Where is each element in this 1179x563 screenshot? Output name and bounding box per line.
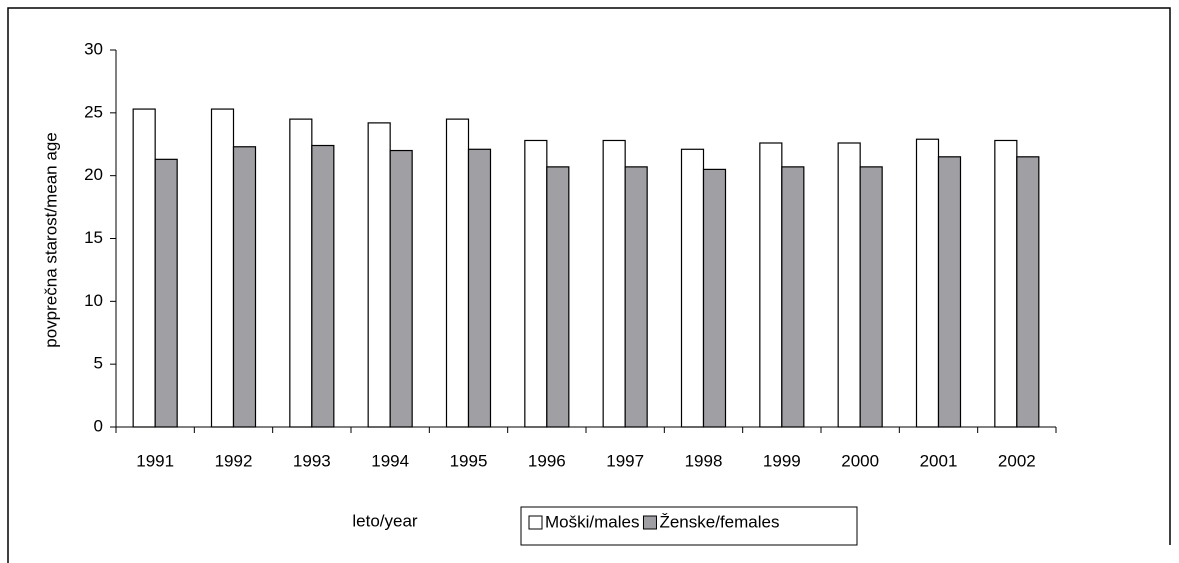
x-tick-label: 1991 xyxy=(136,451,174,470)
bar xyxy=(680,148,705,428)
x-tick-label: 1997 xyxy=(606,451,644,470)
legend-swatch xyxy=(528,515,543,530)
bar xyxy=(154,158,178,428)
bar xyxy=(389,149,413,428)
y-tick-label: 25 xyxy=(84,102,103,121)
bar xyxy=(546,166,570,428)
bar xyxy=(210,108,235,428)
y-tick-label: 20 xyxy=(84,165,103,184)
x-tick-label: 1994 xyxy=(371,451,409,470)
bar xyxy=(837,142,861,428)
bar xyxy=(937,156,962,428)
bar xyxy=(781,166,805,428)
x-tick-label: 2002 xyxy=(998,451,1036,470)
bar xyxy=(994,139,1018,428)
bar xyxy=(445,118,470,428)
bar xyxy=(467,148,492,428)
bar xyxy=(1016,156,1040,428)
legend-box xyxy=(520,506,858,546)
bar xyxy=(702,168,727,428)
bar xyxy=(367,122,391,428)
frame xyxy=(7,7,1171,563)
legend-label: Ženske/females xyxy=(659,512,779,531)
bar xyxy=(602,139,626,428)
y-tick-label: 5 xyxy=(94,354,103,373)
bar xyxy=(311,144,335,428)
y-tick-label: 10 xyxy=(84,291,103,310)
legend-label: Moški/males xyxy=(545,512,639,531)
bar xyxy=(915,138,940,428)
x-tick-label: 1993 xyxy=(293,451,331,470)
y-tick-label: 0 xyxy=(94,416,103,435)
bar xyxy=(289,118,313,428)
bar xyxy=(759,142,783,428)
bar xyxy=(232,146,257,428)
y-axis-label: povprečna starost/mean age xyxy=(41,132,60,347)
bar xyxy=(524,139,548,428)
y-tick-label: 15 xyxy=(84,228,103,247)
legend-swatch xyxy=(642,515,657,530)
x-tick-label: 2000 xyxy=(841,451,879,470)
x-tick-label: 1995 xyxy=(450,451,488,470)
x-tick-label: 1998 xyxy=(685,451,723,470)
x-tick-label: 1999 xyxy=(763,451,801,470)
x-tick-label: 1992 xyxy=(215,451,253,470)
x-axis-label: leto/year xyxy=(352,511,418,530)
bar xyxy=(132,108,156,428)
x-tick-label: 1996 xyxy=(528,451,566,470)
x-tick-label: 2001 xyxy=(920,451,958,470)
bar xyxy=(859,166,883,428)
y-tick-label: 30 xyxy=(84,39,103,58)
bar xyxy=(624,166,648,428)
